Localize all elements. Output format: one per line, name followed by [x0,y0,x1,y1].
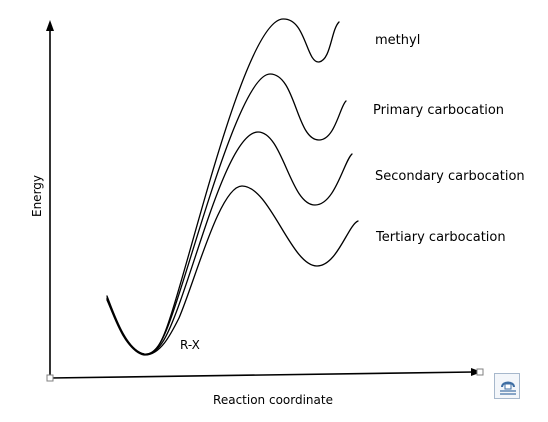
x-axis [49,371,475,379]
label-tertiary-carbocation: Tertiary carbocation [375,230,506,245]
x-axis-label: Reaction coordinate [213,393,333,407]
curve-tertiary [106,185,359,356]
label-primary-carbocation: Primary carbocation [373,103,504,118]
layout-options-icon [500,381,516,395]
start-label: R-X [180,338,200,352]
label-methyl: methyl [375,33,420,48]
x-axis-end-handle[interactable] [476,368,484,376]
y-axis-label: Energy [30,175,44,217]
curve-primary [106,73,347,355]
curve-methyl [106,18,340,355]
layout-options-button[interactable] [494,373,520,399]
label-secondary-carbocation: Secondary carbocation [375,169,525,184]
x-axis-start-handle[interactable] [46,374,54,382]
curve-secondary [106,131,353,355]
y-axis-arrowhead [46,20,54,31]
